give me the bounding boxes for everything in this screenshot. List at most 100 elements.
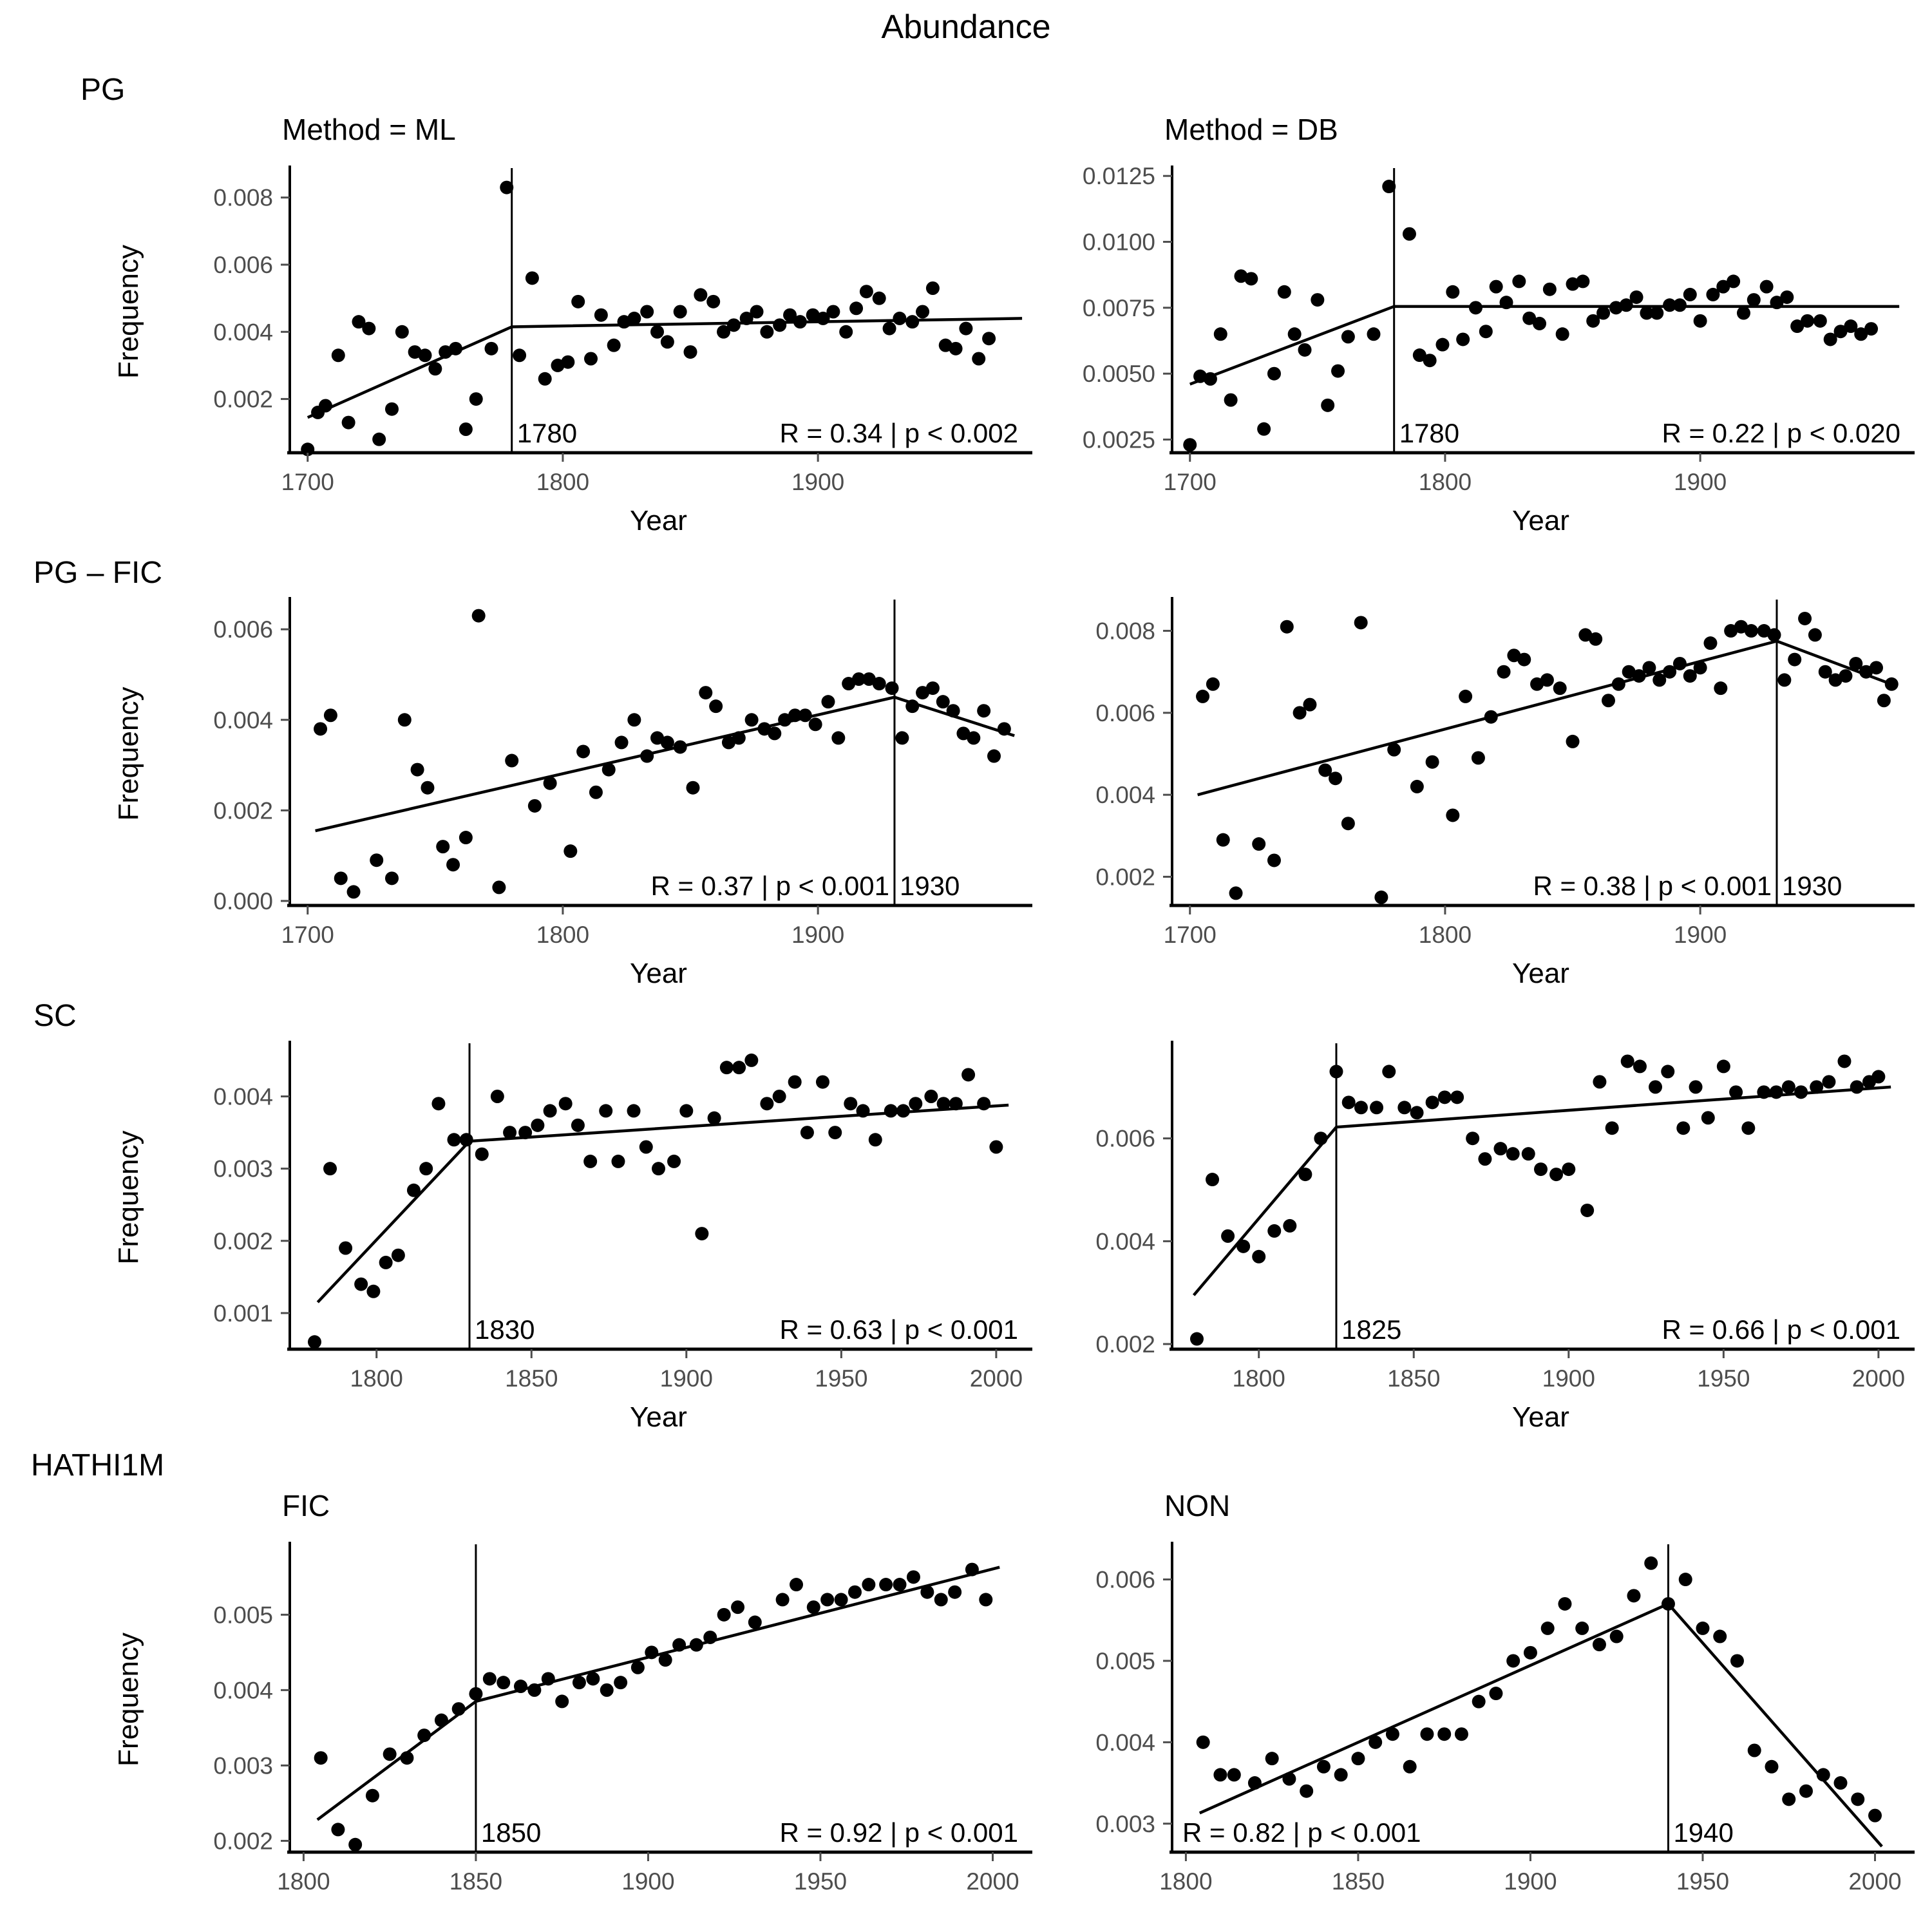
data-point	[872, 677, 886, 691]
data-point	[561, 355, 575, 369]
y-tick-label: 0.002	[213, 797, 273, 824]
y-tick-label: 0.000	[213, 888, 273, 914]
data-point	[331, 1823, 345, 1837]
data-point	[1521, 1147, 1535, 1161]
data-point	[707, 1111, 721, 1125]
data-points	[307, 1053, 1003, 1349]
data-point	[1277, 285, 1291, 299]
panel-pgfic-db: 0.002 0.004 0.006 0.008 1700 1800 1900 Year 1930…	[979, 575, 1926, 1003]
data-point	[436, 840, 450, 854]
y-tick-label: 0.004	[213, 707, 273, 734]
data-point	[459, 831, 473, 845]
data-point	[938, 338, 952, 352]
data-point	[1729, 1085, 1743, 1099]
data-point	[806, 308, 820, 322]
x-tick-label: 1950	[1676, 1868, 1729, 1895]
data-point	[882, 321, 896, 336]
y-tick-label: 0.006	[1095, 1567, 1155, 1593]
data-point	[1189, 1332, 1204, 1346]
data-point	[611, 1154, 625, 1168]
data-point	[972, 352, 986, 366]
data-point	[1601, 694, 1615, 708]
data-point	[383, 1747, 397, 1761]
chart-6: FIC 0.002 0.003 0.004 0.005 1800 1850 1900 1950 2…	[113, 1489, 1032, 1895]
data-point	[706, 294, 721, 308]
data-point	[1354, 1101, 1368, 1115]
data-point	[459, 1133, 473, 1147]
data-point	[614, 735, 629, 750]
data-point	[1810, 1080, 1824, 1094]
data-point	[617, 315, 631, 329]
data-point	[1533, 316, 1547, 330]
data-point	[1540, 1621, 1555, 1635]
y-tick-label: 0.005	[213, 1602, 273, 1628]
panel-header: Method = ML	[282, 113, 456, 146]
data-point	[1683, 287, 1697, 301]
x-tick-label: 1800	[1159, 1868, 1212, 1895]
data-point	[1499, 296, 1513, 310]
data-point	[449, 341, 463, 355]
data-point	[492, 880, 506, 895]
data-point	[1558, 1596, 1572, 1611]
trend-line	[1192, 1085, 1891, 1296]
data-point	[630, 1660, 645, 1674]
data-point	[1823, 332, 1837, 346]
data-point	[977, 1097, 991, 1111]
data-point	[1267, 366, 1281, 381]
data-point	[1374, 890, 1388, 904]
data-point	[916, 305, 930, 319]
data-point	[1693, 661, 1707, 675]
data-point	[839, 325, 853, 339]
x-axis-title: Year	[630, 958, 687, 989]
y-tick-label: 0.006	[1095, 700, 1155, 726]
x-tick-label: 1900	[1504, 1868, 1557, 1895]
data-point	[652, 1162, 665, 1176]
data-point	[808, 717, 822, 732]
data-point	[1777, 673, 1792, 687]
data-point	[1402, 227, 1416, 241]
data-point	[1632, 669, 1646, 683]
data-point	[1227, 1768, 1241, 1782]
data-point	[1794, 1085, 1808, 1099]
data-point	[987, 749, 1001, 763]
data-point	[395, 325, 409, 339]
data-point	[760, 1097, 774, 1111]
data-point	[828, 1126, 842, 1140]
data-point	[1229, 886, 1243, 900]
data-point	[1627, 1589, 1641, 1603]
data-point	[1530, 677, 1544, 691]
data-point	[672, 1638, 687, 1652]
data-point	[1484, 710, 1498, 724]
data-point	[906, 1570, 920, 1584]
data-point	[1622, 665, 1636, 679]
data-point	[410, 762, 424, 777]
data-point	[925, 281, 940, 295]
data-point	[1454, 1727, 1468, 1741]
data-point	[750, 305, 764, 319]
data-point	[1437, 1727, 1452, 1741]
data-point	[798, 708, 812, 723]
data-point	[862, 1578, 876, 1592]
panel-header: NON	[1164, 1489, 1230, 1522]
data-point	[1633, 1059, 1647, 1074]
data-point	[1329, 1065, 1343, 1079]
data-point	[695, 1227, 709, 1241]
data-point	[1247, 1776, 1262, 1790]
data-point	[946, 704, 960, 718]
data-point	[1466, 1132, 1480, 1146]
data-point	[1741, 1121, 1756, 1135]
data-point	[1311, 293, 1325, 307]
data-point	[1869, 661, 1883, 675]
y-tick-label: 0.002	[213, 1228, 273, 1255]
x-tick-label: 1700	[1164, 469, 1217, 495]
x-tick-label: 1700	[1164, 922, 1217, 948]
data-point	[1318, 763, 1332, 777]
data-point	[1790, 319, 1804, 334]
data-point	[1703, 636, 1718, 650]
data-point	[1206, 677, 1220, 691]
data-point	[760, 325, 774, 339]
x-tick-label: 2000	[970, 1365, 1023, 1392]
data-point	[1196, 689, 1210, 703]
data-point	[1839, 669, 1853, 683]
data-point	[555, 1694, 569, 1709]
